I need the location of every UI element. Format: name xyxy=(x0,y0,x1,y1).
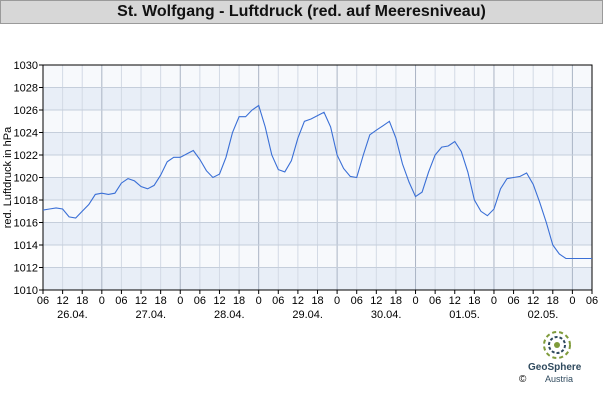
x-date-label: 02.05. xyxy=(528,309,559,321)
y-tick-label: 1022 xyxy=(14,150,38,162)
y-tick-label: 1018 xyxy=(14,195,38,207)
y-tick-label: 1020 xyxy=(14,173,38,185)
y-axis-label: red. Luftdruck in hPa xyxy=(2,126,14,228)
x-tick-label: 0 xyxy=(491,295,497,307)
y-tick-label: 1030 xyxy=(14,60,38,72)
x-date-label: 28.04. xyxy=(214,309,245,321)
x-tick-label: 06 xyxy=(507,295,519,307)
x-tick-label: 06 xyxy=(37,295,49,307)
x-tick-label: 12 xyxy=(292,295,304,307)
x-tick-label: 0 xyxy=(569,295,575,307)
x-tick-label: 12 xyxy=(135,295,147,307)
x-tick-label: 18 xyxy=(155,295,167,307)
series-line xyxy=(42,104,592,260)
x-tick-label: 18 xyxy=(311,295,323,307)
logo-subtitle: Austria xyxy=(545,374,574,384)
x-tick-label: 12 xyxy=(449,295,461,307)
x-tick-label: 0 xyxy=(99,295,105,307)
x-tick-label: 18 xyxy=(547,295,559,307)
y-tick-label: 1010 xyxy=(14,285,38,297)
x-tick-label: 12 xyxy=(527,295,539,307)
geosphere-emblem-icon xyxy=(543,331,571,359)
x-tick-label: 06 xyxy=(194,295,206,307)
logo-copyright: © xyxy=(519,374,527,385)
x-tick-label: 18 xyxy=(76,295,88,307)
y-axis-ticks: 1010 1012 1014 1016 1018 1020 1022 1024 1026 1028… xyxy=(14,60,43,297)
x-tick-label: 0 xyxy=(177,295,183,307)
x-tick-label: 06 xyxy=(351,295,363,307)
logo-name: GeoSphere xyxy=(528,362,582,373)
x-date-label: 27.04. xyxy=(136,309,167,321)
geosphere-logo xyxy=(514,325,600,395)
x-tick-label: 18 xyxy=(233,295,245,307)
x-tick-label: 06 xyxy=(115,295,127,307)
x-date-label: 29.04. xyxy=(292,309,323,321)
x-tick-label: 12 xyxy=(370,295,382,307)
y-tick-label: 1012 xyxy=(14,263,38,275)
y-tick-label: 1024 xyxy=(14,128,38,140)
x-tick-label: 0 xyxy=(256,295,262,307)
x-tick-label: 06 xyxy=(586,295,598,307)
y-tick-label: 1016 xyxy=(14,218,38,230)
y-tick-label: 1026 xyxy=(14,105,38,117)
x-axis-dates: 26.04. 27.04. 28.04. 29.04. 30.04. 01.05. 02.0… xyxy=(57,309,558,321)
y-tick-label: 1028 xyxy=(14,83,38,95)
x-tick-label: 06 xyxy=(429,295,441,307)
x-tick-label: 12 xyxy=(213,295,225,307)
x-tick-label: 0 xyxy=(334,295,340,307)
x-tick-label: 12 xyxy=(56,295,68,307)
x-date-label: 30.04. xyxy=(371,309,402,321)
x-tick-label: 18 xyxy=(468,295,480,307)
x-tick-label: 0 xyxy=(412,295,418,307)
y-tick-label: 1014 xyxy=(14,240,38,252)
x-date-label: 26.04. xyxy=(57,309,88,321)
chart-title: St. Wolfgang - Luftdruck (red. auf Meere… xyxy=(0,0,603,24)
x-tick-label: 06 xyxy=(272,295,284,307)
x-axis-ticks: 06 12 18 0 06 12 18 0 06 12 18 0 06 12 18 0 06 12 18 0 06 12 1… xyxy=(37,290,598,307)
x-date-label: 01.05. xyxy=(449,309,480,321)
x-tick-label: 18 xyxy=(390,295,402,307)
